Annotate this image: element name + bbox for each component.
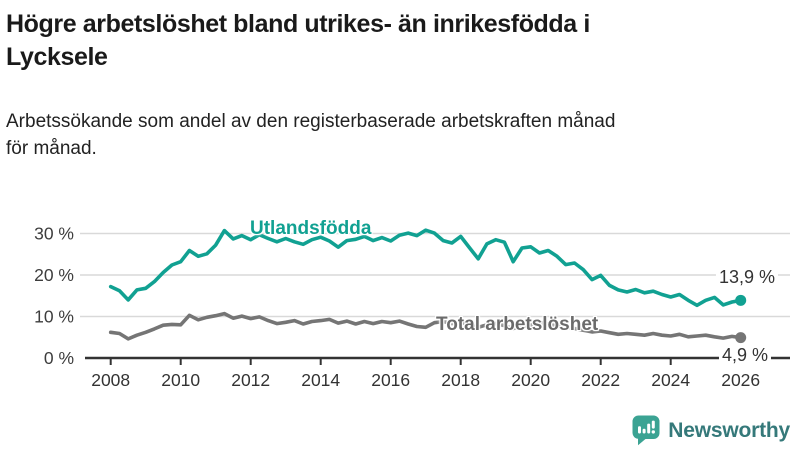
newsworthy-logo: Newsworthy xyxy=(632,415,790,446)
x-tick-label: 2014 xyxy=(301,370,340,390)
series-line-1 xyxy=(108,311,743,341)
y-tick-label: 0 % xyxy=(44,348,74,368)
chart-title-line-1: Högre arbetslöshet bland utrikes- än inr… xyxy=(6,10,590,38)
x-tick-label: 2024 xyxy=(651,370,690,390)
newsworthy-wordmark: Newsworthy xyxy=(668,418,790,442)
x-tick-label: 2020 xyxy=(511,370,550,390)
chart-title-line-2: Lycksele xyxy=(6,42,108,71)
series-label-utlandsfodda: Utlandsfödda xyxy=(250,218,372,239)
series-label-total-arbetsloshet: Total arbetslöshet xyxy=(436,314,599,335)
series-line-0 xyxy=(108,228,743,308)
chart-subtitle: Arbetssökande som andel av den registerb… xyxy=(6,109,790,163)
x-tick-label: 2018 xyxy=(441,370,480,390)
x-tick-label: 2008 xyxy=(91,370,130,390)
newsworthy-bubble-chart-icon xyxy=(632,415,660,446)
chart-title: Högre arbetslöshet bland utrikes- än inr… xyxy=(6,8,790,73)
end-value-label-total-arbetsloshet: 4,9 % xyxy=(718,345,772,366)
y-tick-label: 20 % xyxy=(34,265,74,285)
x-tick-label: 2012 xyxy=(231,370,270,390)
series-end-dot-1 xyxy=(735,332,747,344)
series-end-dot-0 xyxy=(735,294,747,306)
x-tick-label: 2010 xyxy=(161,370,200,390)
x-tick-label: 2016 xyxy=(371,370,410,390)
y-tick-label: 30 % xyxy=(34,224,74,244)
chart-subtitle-line-1: Arbetssökande som andel av den registerb… xyxy=(6,111,616,132)
end-value-label-utlandsfodda: 13,9 % xyxy=(715,267,779,288)
x-tick-label: 2026 xyxy=(721,370,760,390)
x-tick-label: 2022 xyxy=(581,370,620,390)
chart-subtitle-line-2: för månad. xyxy=(6,137,97,159)
y-tick-label: 10 % xyxy=(34,307,74,327)
